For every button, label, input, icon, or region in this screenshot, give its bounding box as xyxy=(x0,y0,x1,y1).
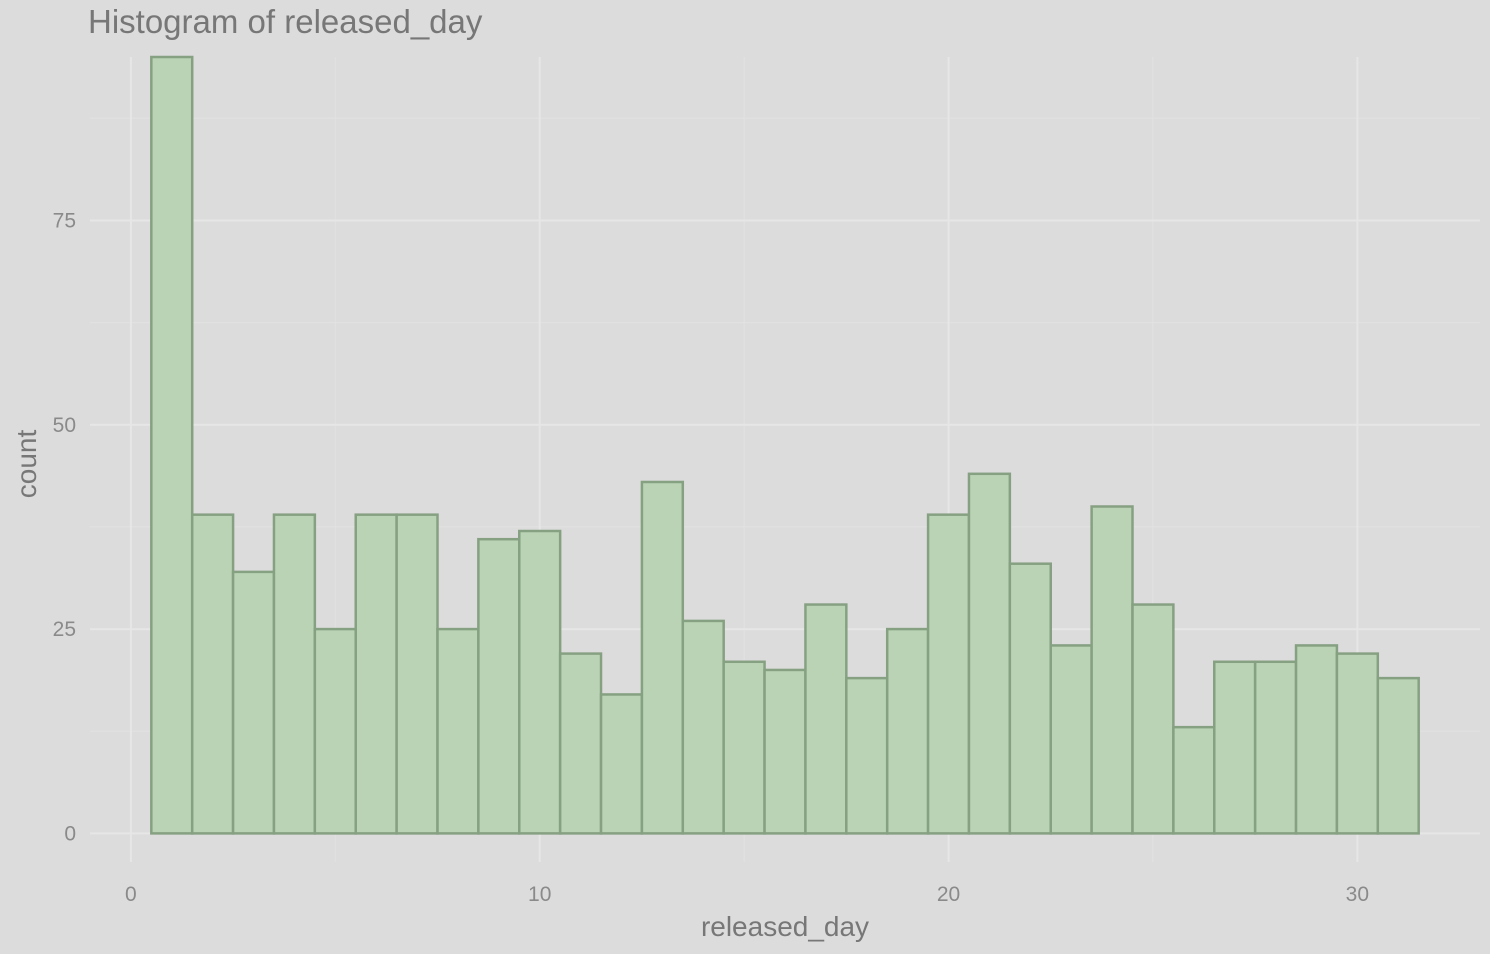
histogram-bar xyxy=(1253,660,1298,835)
histogram-bar xyxy=(1172,725,1216,835)
histogram-bar xyxy=(1335,652,1380,835)
histogram-bar xyxy=(190,513,235,835)
histogram-bar xyxy=(599,693,644,835)
histogram-bar xyxy=(845,676,889,835)
histogram-bar xyxy=(395,513,439,835)
histogram-bar xyxy=(1008,562,1052,835)
histogram-bar xyxy=(1049,644,1093,835)
chart-title: Histogram of released_day xyxy=(88,3,483,40)
histogram-bar xyxy=(1131,603,1175,835)
histogram-bar xyxy=(313,627,357,835)
histogram-bar xyxy=(477,537,521,835)
histogram-bar xyxy=(518,529,562,835)
x-tick-label: 0 xyxy=(125,883,137,906)
histogram-bar xyxy=(1376,676,1420,835)
histogram-bar xyxy=(722,660,766,835)
y-axis-title: count xyxy=(11,430,42,499)
x-tick-label: 20 xyxy=(937,883,960,906)
histogram-bar xyxy=(926,513,971,835)
y-tick-label: 25 xyxy=(53,618,76,641)
y-tick-label: 75 xyxy=(53,209,76,232)
histogram-bar xyxy=(640,480,685,835)
x-tick-label: 10 xyxy=(528,883,551,906)
histogram-bar xyxy=(1213,660,1257,835)
histogram-bar xyxy=(150,55,194,835)
y-tick-label: 50 xyxy=(53,414,76,437)
histogram-bars xyxy=(150,55,1420,835)
histogram-bar xyxy=(967,472,1012,835)
histogram-bar xyxy=(1090,505,1134,835)
histogram-bar xyxy=(681,619,725,835)
histogram-bar xyxy=(436,627,480,835)
histogram-bar xyxy=(231,570,276,835)
tick-labels: 0 10 20 30 0 25 50 75 xyxy=(53,209,1369,906)
histogram-bar xyxy=(1294,644,1339,835)
histogram-bar xyxy=(885,627,930,835)
y-tick-label: 0 xyxy=(64,822,76,845)
histogram-bar xyxy=(272,513,317,835)
histogram-bar xyxy=(804,603,848,835)
x-tick-label: 30 xyxy=(1346,883,1369,906)
x-axis-title: released_day xyxy=(701,911,869,942)
histogram-bar xyxy=(354,513,398,835)
histogram-bar xyxy=(558,652,603,835)
histogram-bar xyxy=(763,668,807,835)
